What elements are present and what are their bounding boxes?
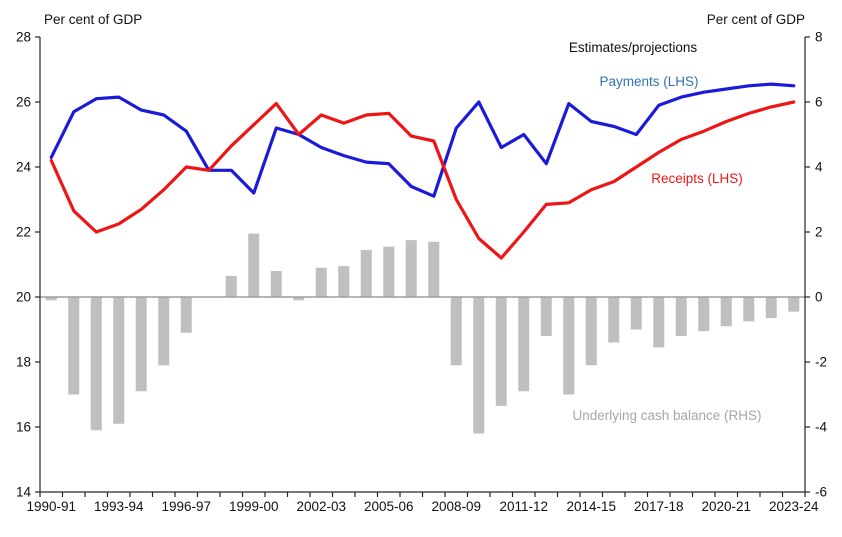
x-axis-label-1990-91: 1990-91 bbox=[26, 499, 76, 514]
ucb-bar-2003-04 bbox=[338, 266, 350, 297]
left-axis-tick-label: 18 bbox=[16, 355, 31, 370]
x-axis-label-1999-00: 1999-00 bbox=[229, 499, 279, 514]
ucb-bar-2011-12 bbox=[518, 297, 530, 392]
left-axis-tick-label: 14 bbox=[16, 485, 32, 500]
x-axis-label-2023-24: 2023-24 bbox=[769, 499, 819, 514]
right-axis-tick-label: 4 bbox=[815, 160, 823, 175]
right-axis-tick-label: 2 bbox=[815, 225, 823, 240]
right-axis-tick-label: -6 bbox=[815, 485, 827, 500]
left-axis-tick-label: 26 bbox=[16, 95, 31, 110]
payments-line bbox=[49, 82, 796, 198]
ucb-bar-1995-96 bbox=[158, 297, 170, 366]
ucb-bar-2006-07 bbox=[405, 240, 417, 297]
ucb-bar-2017-18 bbox=[653, 297, 665, 348]
left-axis-tick-label: 16 bbox=[16, 420, 31, 435]
x-axis-label-2011-12: 2011-12 bbox=[499, 499, 548, 514]
payments-series-label: Payments (LHS) bbox=[599, 74, 699, 89]
ucb-bar-1994-95 bbox=[135, 297, 147, 392]
ucb-bar-1991-92 bbox=[68, 297, 80, 395]
ucb-bar-2007-08 bbox=[428, 241, 440, 297]
ucb-bar-2012-13 bbox=[540, 297, 552, 336]
ucb-bar-2016-17 bbox=[630, 297, 642, 330]
right-axis-tick-label: -4 bbox=[815, 420, 827, 435]
x-axis-label-2008-09: 2008-09 bbox=[431, 499, 481, 514]
x-axis-label-1996-97: 1996-97 bbox=[161, 499, 211, 514]
estimates-projections-annotation: Estimates/projections bbox=[568, 40, 698, 55]
left-axis-tick-label: 20 bbox=[16, 290, 31, 305]
x-axis-label-2020-21: 2020-21 bbox=[701, 499, 751, 514]
ucb-bar-2018-19 bbox=[675, 297, 687, 336]
x-axis-label-2017-18: 2017-18 bbox=[634, 499, 684, 514]
left-axis-tick-label: 22 bbox=[16, 225, 31, 240]
ucb-bar-2020-21 bbox=[720, 297, 732, 327]
ucb-bar-2023-24 bbox=[788, 297, 800, 312]
ucb-bar-1996-97 bbox=[180, 297, 192, 333]
ucb-bar-1990-91 bbox=[45, 297, 57, 301]
ucb-bar-2013-14 bbox=[563, 297, 575, 395]
receipts-series-label: Receipts (LHS) bbox=[651, 171, 743, 186]
ucb-bar-2021-22 bbox=[743, 297, 755, 322]
right-axis-tick-label: 8 bbox=[815, 30, 823, 45]
ucb-bar-2019-20 bbox=[698, 297, 710, 332]
ucb-bar-2008-09 bbox=[450, 297, 462, 366]
receipts-line bbox=[49, 100, 796, 260]
ucb-bar-2015-16 bbox=[608, 297, 620, 343]
ucb-bar-2014-15 bbox=[585, 297, 597, 366]
x-axis-label-2005-06: 2005-06 bbox=[364, 499, 414, 514]
ucb-bar-1992-93 bbox=[90, 297, 102, 431]
ucb-bar-2004-05 bbox=[360, 249, 372, 297]
right-axis-title: Per cent of GDP bbox=[706, 12, 805, 27]
ucb-bar-2010-11 bbox=[495, 297, 507, 406]
ucb-bar-2022-23 bbox=[765, 297, 777, 319]
x-axis-label-2014-15: 2014-15 bbox=[566, 499, 616, 514]
ucb-bar-2000-01 bbox=[270, 271, 282, 297]
left-axis-tick-label: 24 bbox=[16, 160, 32, 175]
left-axis-tick-label: 28 bbox=[16, 30, 31, 45]
ucb-bar-1993-94 bbox=[113, 297, 125, 424]
ucb-bar-1999-00 bbox=[248, 233, 260, 297]
ucb-bar-2009-10 bbox=[473, 297, 485, 434]
right-axis-tick-label: -2 bbox=[815, 355, 827, 370]
right-axis-tick-label: 0 bbox=[815, 290, 823, 305]
x-axis-label-2002-03: 2002-03 bbox=[296, 499, 346, 514]
underlying-cash-balance-series-label: Underlying cash balance (RHS) bbox=[572, 408, 762, 423]
ucb-bar-2001-02 bbox=[293, 297, 305, 301]
left-axis-title: Per cent of GDP bbox=[44, 12, 143, 27]
ucb-bar-2005-06 bbox=[383, 246, 395, 297]
right-axis-tick-label: 6 bbox=[815, 95, 823, 110]
ucb-bar-2002-03 bbox=[315, 267, 327, 297]
x-axis-label-1993-94: 1993-94 bbox=[94, 499, 144, 514]
ucb-bar-1998-99 bbox=[225, 275, 237, 297]
